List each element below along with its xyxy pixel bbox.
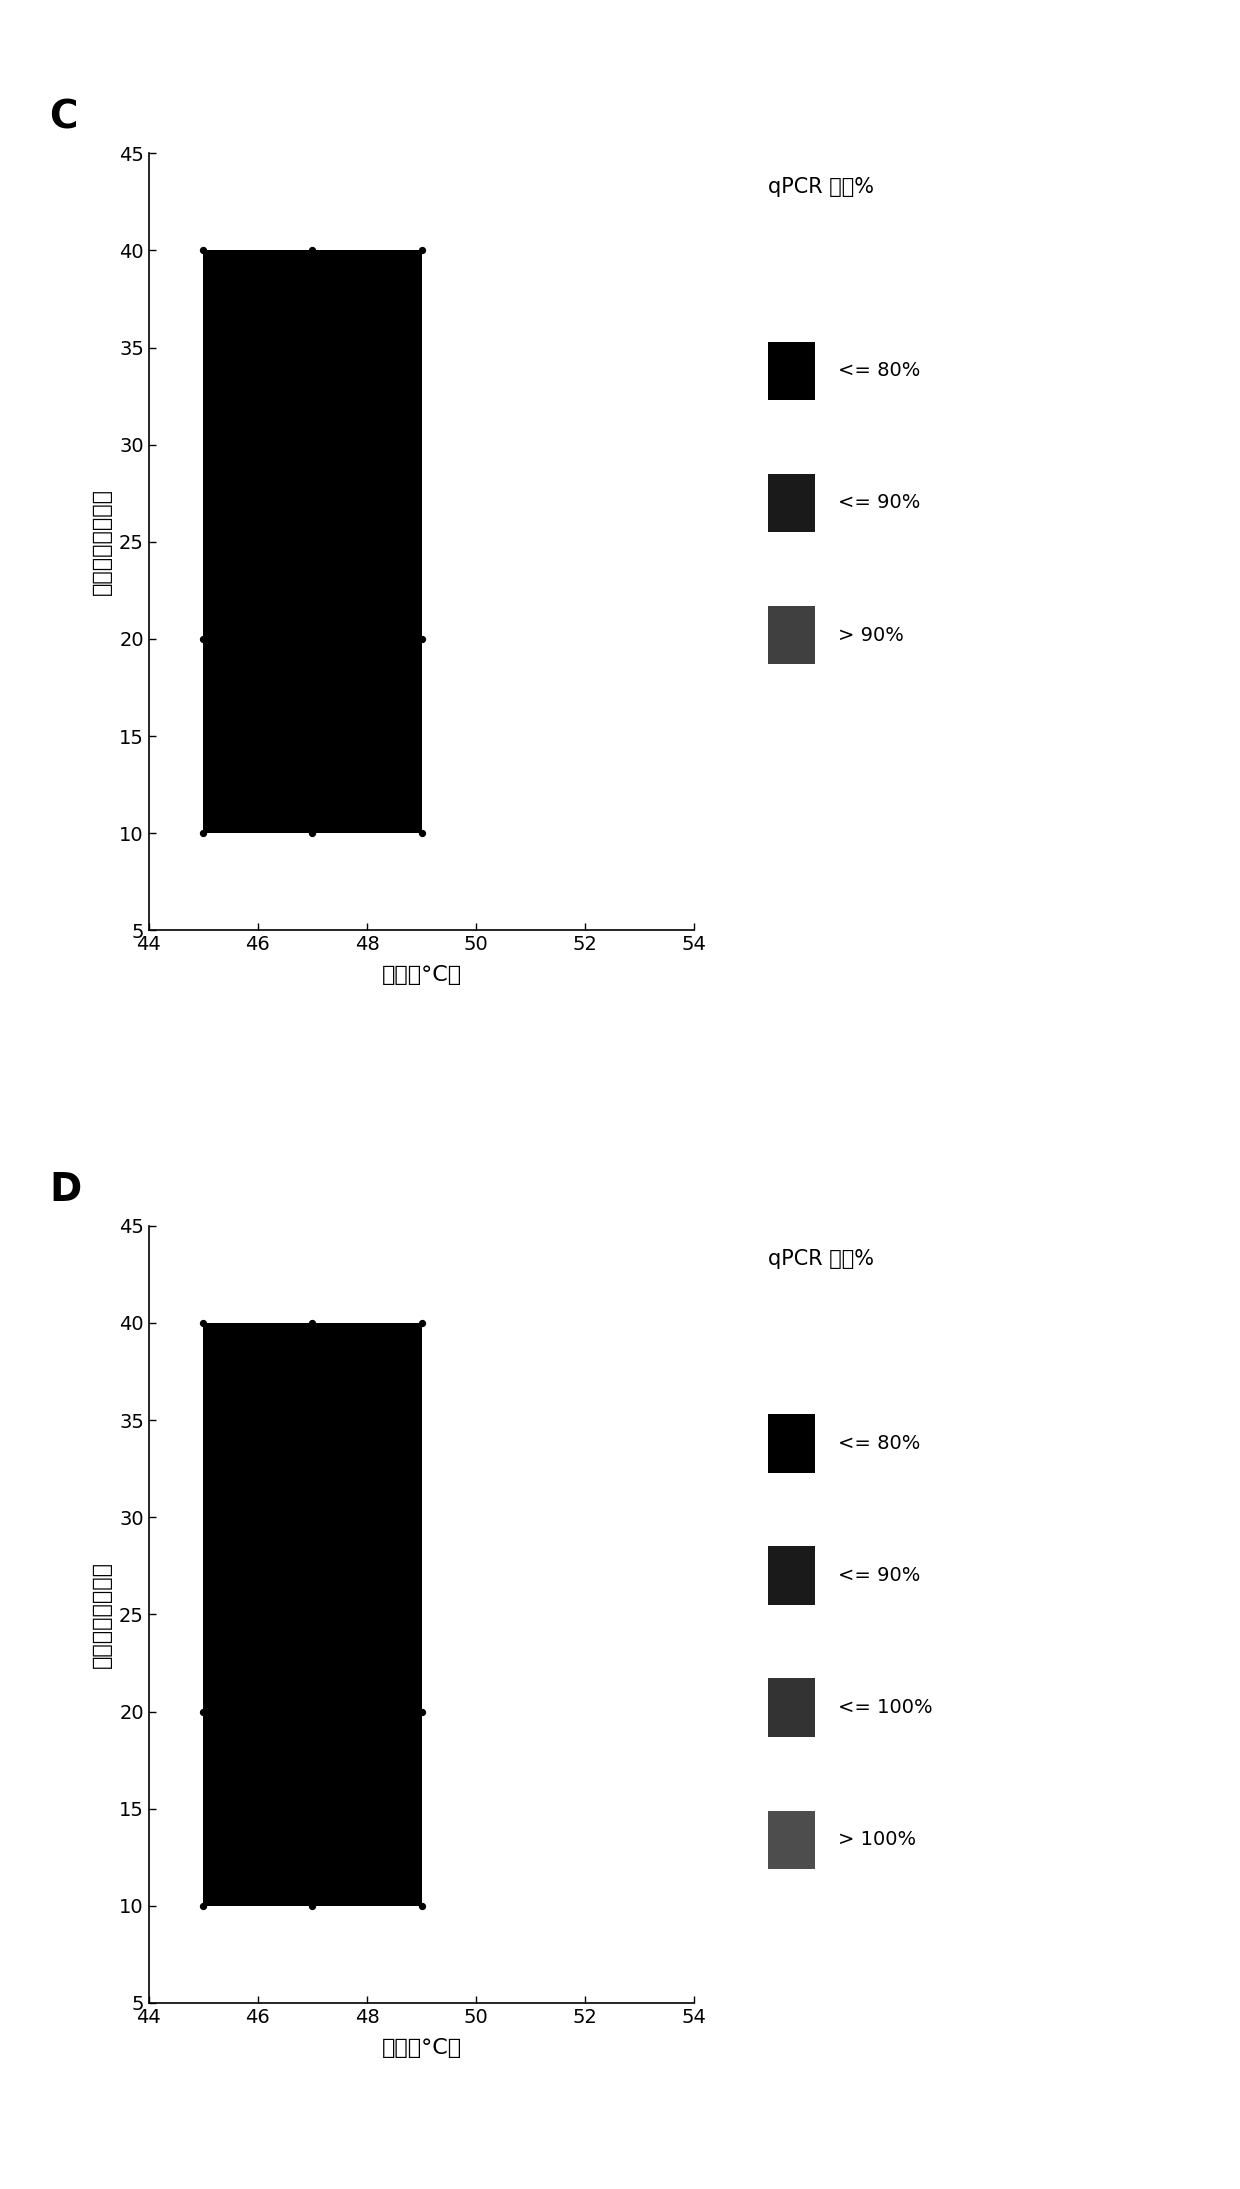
Point bbox=[412, 1889, 432, 1924]
Y-axis label: 持续时间（分钟）: 持续时间（分钟） bbox=[92, 488, 112, 595]
Bar bbox=[768, 1810, 815, 1869]
Bar bbox=[768, 473, 815, 532]
Bar bbox=[768, 1679, 815, 1736]
Text: C: C bbox=[50, 99, 78, 136]
Text: D: D bbox=[50, 1171, 82, 1208]
Bar bbox=[203, 1322, 422, 1907]
Text: > 100%: > 100% bbox=[838, 1830, 916, 1850]
Point bbox=[303, 816, 322, 852]
X-axis label: 温度（°C）: 温度（°C） bbox=[382, 965, 461, 985]
Y-axis label: 持续时间（分钟）: 持续时间（分钟） bbox=[92, 1561, 112, 1668]
Text: qPCR 产率%: qPCR 产率% bbox=[768, 177, 873, 197]
Bar bbox=[203, 250, 422, 834]
Point bbox=[412, 1305, 432, 1340]
Text: > 90%: > 90% bbox=[838, 626, 904, 644]
Point bbox=[303, 1889, 322, 1924]
Text: <= 90%: <= 90% bbox=[838, 1565, 920, 1585]
Point bbox=[412, 816, 432, 852]
Point bbox=[193, 1305, 213, 1340]
Point bbox=[193, 622, 213, 657]
Text: <= 80%: <= 80% bbox=[838, 361, 920, 381]
Bar bbox=[768, 1414, 815, 1473]
Point bbox=[412, 1694, 432, 1729]
Point bbox=[193, 816, 213, 852]
X-axis label: 温度（°C）: 温度（°C） bbox=[382, 2038, 461, 2058]
Text: qPCR 产率%: qPCR 产率% bbox=[768, 1250, 873, 1270]
Text: <= 90%: <= 90% bbox=[838, 493, 920, 512]
Point bbox=[193, 232, 213, 267]
Point bbox=[303, 232, 322, 267]
Bar bbox=[768, 606, 815, 663]
Bar bbox=[768, 1545, 815, 1605]
Point bbox=[303, 1305, 322, 1340]
Point bbox=[412, 622, 432, 657]
Point bbox=[193, 1694, 213, 1729]
Point bbox=[193, 1889, 213, 1924]
Text: <= 100%: <= 100% bbox=[838, 1699, 932, 1716]
Bar bbox=[768, 341, 815, 401]
Point bbox=[412, 232, 432, 267]
Text: <= 80%: <= 80% bbox=[838, 1434, 920, 1453]
